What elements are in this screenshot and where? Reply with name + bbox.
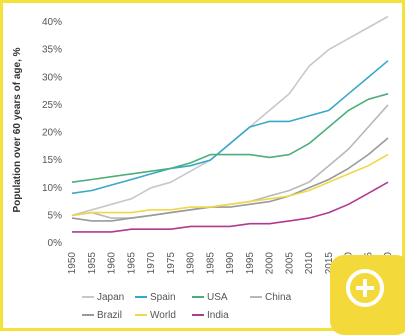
y-tick-label: 0% xyxy=(48,238,63,249)
x-tick-label: 1960 xyxy=(107,252,118,275)
series-line-world xyxy=(71,153,389,217)
zoom-button[interactable] xyxy=(330,255,405,335)
series-line-china xyxy=(71,104,389,219)
x-tick-label: 1995 xyxy=(245,252,256,275)
x-tick-label: 2015 xyxy=(324,252,335,275)
zoom-in-icon xyxy=(346,269,384,307)
x-tick-label: 1955 xyxy=(87,252,98,275)
y-axis-label: Population over 60 years of age, % xyxy=(12,47,23,212)
legend-label: India xyxy=(207,310,229,321)
y-ticks: 0% 5% 10% 15% 20% 25% 30% 35% 40% xyxy=(42,17,62,249)
x-tick-label: 1985 xyxy=(205,252,216,275)
y-tick-label: 15% xyxy=(42,155,62,166)
legend-label: World xyxy=(150,310,176,321)
legend-label: Brazil xyxy=(97,310,122,321)
x-tick-label: 1990 xyxy=(225,252,236,275)
series-line-japan xyxy=(71,15,389,217)
y-tick-label: 30% xyxy=(42,72,62,83)
x-tick-label: 1965 xyxy=(126,252,137,275)
x-tick-label: 1980 xyxy=(186,252,197,275)
legend-label: Spain xyxy=(150,292,176,303)
series-line-spain xyxy=(71,60,389,195)
legend-label: USA xyxy=(207,292,228,303)
legend-label: China xyxy=(265,292,292,303)
y-tick-label: 5% xyxy=(48,210,63,221)
legend: Japan Spain USA China Brazil World India xyxy=(82,292,292,321)
legend-label: Japan xyxy=(97,292,124,303)
x-tick-label: 2005 xyxy=(284,252,295,275)
x-tick-label: 2000 xyxy=(265,252,276,275)
series-line-usa xyxy=(71,93,389,183)
y-tick-label: 40% xyxy=(42,17,62,28)
series-line-brazil xyxy=(71,137,389,222)
x-tick-label: 1950 xyxy=(67,252,78,275)
series-line-india xyxy=(72,181,389,233)
x-tick-label: 1970 xyxy=(146,252,157,275)
y-tick-label: 35% xyxy=(42,45,62,56)
y-tick-label: 25% xyxy=(42,100,62,111)
y-tick-label: 20% xyxy=(42,128,62,139)
y-tick-label: 10% xyxy=(42,183,62,194)
x-tick-label: 2010 xyxy=(304,252,315,275)
series-lines xyxy=(71,15,389,233)
x-tick-label: 1975 xyxy=(166,252,177,275)
